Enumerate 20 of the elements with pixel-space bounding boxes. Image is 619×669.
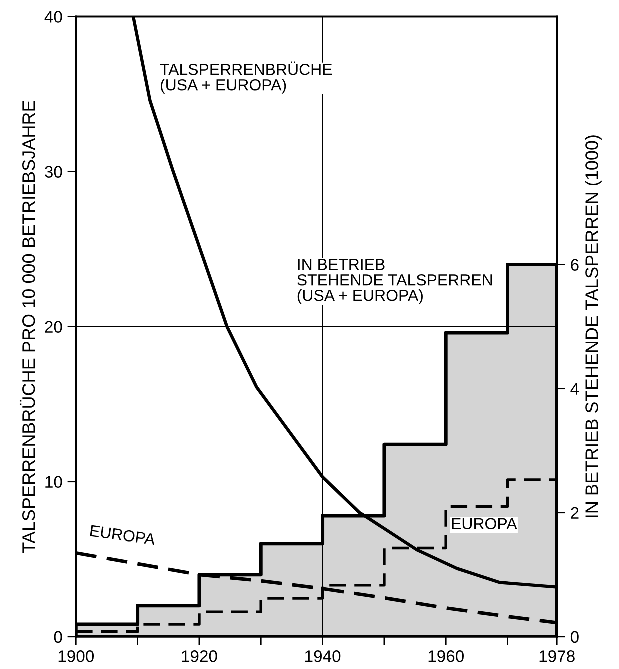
y-tick-label: 10 bbox=[46, 476, 62, 488]
x-tick-label: 1920 bbox=[182, 650, 218, 662]
text: EUROPA bbox=[90, 525, 156, 546]
series-label: TALSPERRENBRÜCHE (USA + EUROPA) bbox=[160, 62, 332, 94]
series-label: IN BETRIEB STEHENDE TALSPERREN (USA + EUROPA) bbox=[298, 259, 492, 304]
y2-tick-label: 4 bbox=[570, 383, 580, 395]
series-label: EUROPA bbox=[452, 518, 518, 530]
y2-axis-title: IN BETRIEB STEHENDE TALSPERREN (1000) bbox=[585, 136, 602, 518]
y-tick-label: 0 bbox=[54, 631, 62, 644]
y2-tick-label: 2 bbox=[571, 507, 579, 519]
x-tick-label: 1978 bbox=[540, 650, 575, 662]
y-tick-label: 30 bbox=[45, 166, 62, 178]
y2-tick-label: 0 bbox=[570, 631, 579, 644]
x-tick-label: 1960 bbox=[428, 650, 464, 662]
y2-tick-label: 6 bbox=[571, 259, 579, 271]
x-tick-label: 1940 bbox=[306, 650, 341, 662]
y-tick-label: 20 bbox=[45, 321, 62, 334]
y-tick-label: 40 bbox=[44, 11, 62, 23]
x-tick-label: 1900 bbox=[58, 650, 94, 662]
y-axis-title: TALSPERRENBRÜCHE PRO 10 000 BETRIEBSJAHRE bbox=[20, 100, 36, 554]
